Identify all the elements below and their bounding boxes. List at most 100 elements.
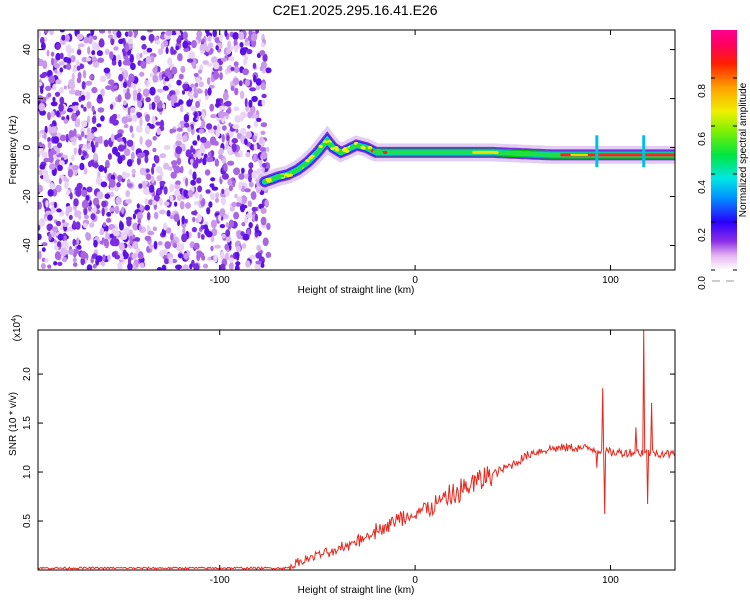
noise-speck xyxy=(106,211,112,217)
noise-speck xyxy=(42,60,48,70)
noise-speck xyxy=(254,263,262,270)
noise-speck xyxy=(201,255,206,261)
noise-speck xyxy=(197,185,203,193)
noise-speck xyxy=(47,189,54,197)
noise-speck xyxy=(76,90,81,96)
snr-x-label: Height of straight line (km) xyxy=(298,585,415,596)
noise-speck xyxy=(39,73,46,79)
noise-speck xyxy=(193,72,199,78)
ridge-blob xyxy=(290,169,295,173)
noise-speck xyxy=(117,129,124,135)
noise-speck xyxy=(182,40,189,49)
noise-speck xyxy=(98,30,106,34)
noise-speck xyxy=(175,146,183,155)
noise-speck xyxy=(135,52,141,61)
noise-speck xyxy=(87,46,91,55)
noise-speck xyxy=(93,239,98,248)
noise-speck xyxy=(206,207,211,215)
noise-speck xyxy=(144,125,150,135)
noise-speck xyxy=(99,75,107,83)
noise-speck xyxy=(222,91,229,101)
noise-speck xyxy=(136,112,143,118)
noise-speck xyxy=(145,168,150,173)
snr-x-ticks: -100 0 100 xyxy=(210,330,619,586)
noise-speck xyxy=(241,243,247,249)
snr-plot-area xyxy=(38,330,675,570)
noise-speck xyxy=(259,66,264,72)
snr-panel: -100 0 100 0.5 1.0 1.5 2.0 Height of straight… xyxy=(8,315,676,596)
noise-speck xyxy=(264,199,270,208)
noise-speck xyxy=(139,71,145,77)
noise-speck xyxy=(233,211,240,220)
noise-speck xyxy=(122,100,127,106)
noise-speck xyxy=(231,138,238,144)
noise-speck xyxy=(68,248,75,256)
noise-speck xyxy=(114,205,120,214)
noise-speck xyxy=(77,72,82,80)
snr-spike-point xyxy=(604,512,606,514)
noise-speck xyxy=(101,200,107,208)
noise-speck xyxy=(56,142,63,149)
noise-speck xyxy=(233,39,238,47)
noise-speck xyxy=(176,157,182,166)
noise-speck xyxy=(246,212,253,219)
noise-speck xyxy=(265,67,272,74)
ridge-blob xyxy=(356,145,361,149)
noise-speck xyxy=(89,222,95,228)
ridge-blob xyxy=(322,142,327,146)
ridge-blob xyxy=(274,174,280,178)
noise-speck xyxy=(103,67,111,74)
noise-speck xyxy=(238,31,245,41)
noise-speck xyxy=(197,134,200,141)
noise-speck xyxy=(75,188,82,197)
noise-speck xyxy=(193,263,200,270)
noise-speck xyxy=(139,117,143,127)
noise-speck xyxy=(219,72,223,81)
noise-speck xyxy=(240,127,247,135)
noise-speck xyxy=(97,57,105,63)
noise-speck xyxy=(210,219,217,229)
noise-speck xyxy=(44,257,49,263)
noise-speck xyxy=(65,205,73,213)
noise-speck xyxy=(42,96,47,103)
noise-speck xyxy=(107,254,111,261)
noise-speck xyxy=(196,177,200,184)
noise-speck xyxy=(157,48,164,55)
noise-speck xyxy=(59,134,67,142)
noise-speck xyxy=(167,83,172,88)
noise-speck xyxy=(182,135,188,143)
noise-speck xyxy=(127,107,131,115)
noise-speck xyxy=(39,163,46,170)
noise-speck xyxy=(224,252,230,261)
noise-speck xyxy=(155,121,162,126)
noise-speck xyxy=(78,147,82,156)
noise-speck xyxy=(179,200,185,210)
snr-spike-point xyxy=(602,388,604,390)
noise-speck xyxy=(238,80,243,87)
noise-speck xyxy=(145,96,151,103)
noise-speck xyxy=(57,261,63,266)
noise-speck xyxy=(175,180,181,186)
noise-speck xyxy=(154,40,161,45)
noise-speck xyxy=(149,86,156,96)
noise-speck xyxy=(62,222,70,228)
noise-speck xyxy=(47,141,52,149)
noise-speck xyxy=(161,264,167,270)
noise-speck xyxy=(38,217,46,227)
noise-speck xyxy=(102,254,106,262)
noise-speck xyxy=(67,168,73,178)
noise-speck xyxy=(254,213,258,222)
noise-speck xyxy=(72,257,77,263)
noise-speck xyxy=(86,57,92,62)
noise-speck xyxy=(256,117,262,123)
noise-speck xyxy=(212,70,220,80)
noise-speck xyxy=(166,210,171,217)
noise-speck xyxy=(238,173,245,180)
noise-speck xyxy=(227,160,235,166)
noise-speck xyxy=(57,164,63,171)
noise-speck xyxy=(100,181,108,188)
noise-speck xyxy=(45,200,49,208)
noise-speck xyxy=(122,88,127,94)
noise-speck xyxy=(42,169,49,178)
noise-speck xyxy=(91,50,96,56)
